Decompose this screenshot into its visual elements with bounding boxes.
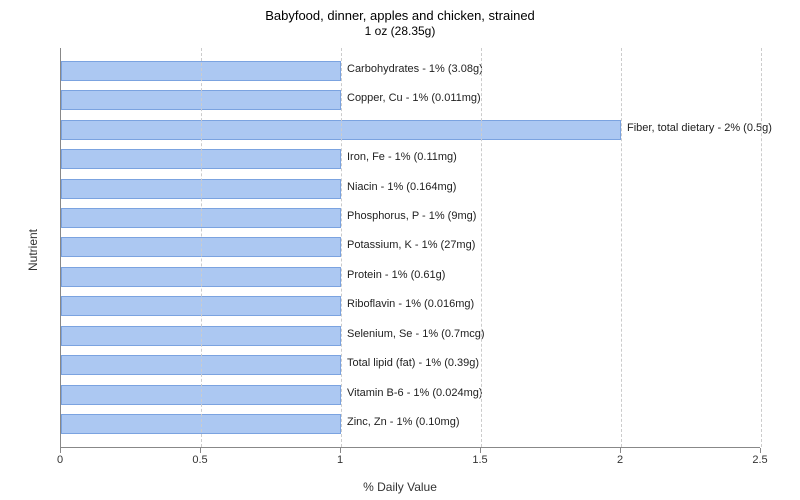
gridline bbox=[761, 48, 762, 447]
x-tick-mark bbox=[620, 448, 621, 453]
x-tick-mark bbox=[480, 448, 481, 453]
bar-row: Carbohydrates - 1% (3.08g) bbox=[61, 60, 760, 82]
bar-row: Zinc, Zn - 1% (0.10mg) bbox=[61, 413, 760, 435]
bar-row: Copper, Cu - 1% (0.011mg) bbox=[61, 89, 760, 111]
x-tick-mark bbox=[60, 448, 61, 453]
bar-label: Zinc, Zn - 1% (0.10mg) bbox=[347, 416, 459, 428]
gridline bbox=[341, 48, 342, 447]
bar-row: Fiber, total dietary - 2% (0.5g) bbox=[61, 119, 760, 141]
bar-row: Protein - 1% (0.61g) bbox=[61, 266, 760, 288]
bar-label: Potassium, K - 1% (27mg) bbox=[347, 239, 475, 251]
bar-row: Riboflavin - 1% (0.016mg) bbox=[61, 295, 760, 317]
bar-row: Niacin - 1% (0.164mg) bbox=[61, 178, 760, 200]
x-axis-label: % Daily Value bbox=[0, 480, 800, 494]
bar-label: Phosphorus, P - 1% (9mg) bbox=[347, 210, 476, 222]
nutrient-chart: Babyfood, dinner, apples and chicken, st… bbox=[0, 0, 800, 500]
x-tick-label: 2 bbox=[617, 454, 623, 466]
bars-group: Carbohydrates - 1% (3.08g) Copper, Cu - 1… bbox=[61, 56, 760, 439]
gridline bbox=[481, 48, 482, 447]
x-tick-label: 1.5 bbox=[472, 454, 487, 466]
gridline bbox=[621, 48, 622, 447]
bar-label: Copper, Cu - 1% (0.011mg) bbox=[347, 92, 481, 104]
bar-label: Selenium, Se - 1% (0.7mcg) bbox=[347, 328, 485, 340]
x-tick-label: 1 bbox=[337, 454, 343, 466]
bar-label: Riboflavin - 1% (0.016mg) bbox=[347, 298, 474, 310]
bar-row: Vitamin B-6 - 1% (0.024mg) bbox=[61, 384, 760, 406]
bar-row: Potassium, K - 1% (27mg) bbox=[61, 236, 760, 258]
bar-row: Phosphorus, P - 1% (9mg) bbox=[61, 207, 760, 229]
x-tick-label: 0 bbox=[57, 454, 63, 466]
bar-label: Total lipid (fat) - 1% (0.39g) bbox=[347, 357, 479, 369]
gridline bbox=[201, 48, 202, 447]
plot-area: Carbohydrates - 1% (3.08g) Copper, Cu - 1… bbox=[60, 48, 760, 448]
bar-label: Carbohydrates - 1% (3.08g) bbox=[347, 63, 483, 75]
bar-row: Iron, Fe - 1% (0.11mg) bbox=[61, 148, 760, 170]
bar-label: Iron, Fe - 1% (0.11mg) bbox=[347, 151, 457, 163]
x-tick-label: 2.5 bbox=[752, 454, 767, 466]
y-axis-label: Nutrient bbox=[26, 229, 40, 271]
bar-label: Vitamin B-6 - 1% (0.024mg) bbox=[347, 387, 483, 399]
y-axis-label-wrap: Nutrient bbox=[12, 243, 54, 257]
bar-label: Fiber, total dietary - 2% (0.5g) bbox=[627, 122, 772, 134]
x-tick-mark bbox=[760, 448, 761, 453]
chart-subtitle: 1 oz (28.35g) bbox=[0, 24, 800, 38]
x-tick-mark bbox=[340, 448, 341, 453]
chart-title: Babyfood, dinner, apples and chicken, st… bbox=[0, 8, 800, 23]
x-tick-label: 0.5 bbox=[192, 454, 207, 466]
bar-label: Niacin - 1% (0.164mg) bbox=[347, 181, 456, 193]
bar-row: Total lipid (fat) - 1% (0.39g) bbox=[61, 354, 760, 376]
x-tick-mark bbox=[200, 448, 201, 453]
bar-label: Protein - 1% (0.61g) bbox=[347, 269, 445, 281]
bar-row: Selenium, Se - 1% (0.7mcg) bbox=[61, 325, 760, 347]
